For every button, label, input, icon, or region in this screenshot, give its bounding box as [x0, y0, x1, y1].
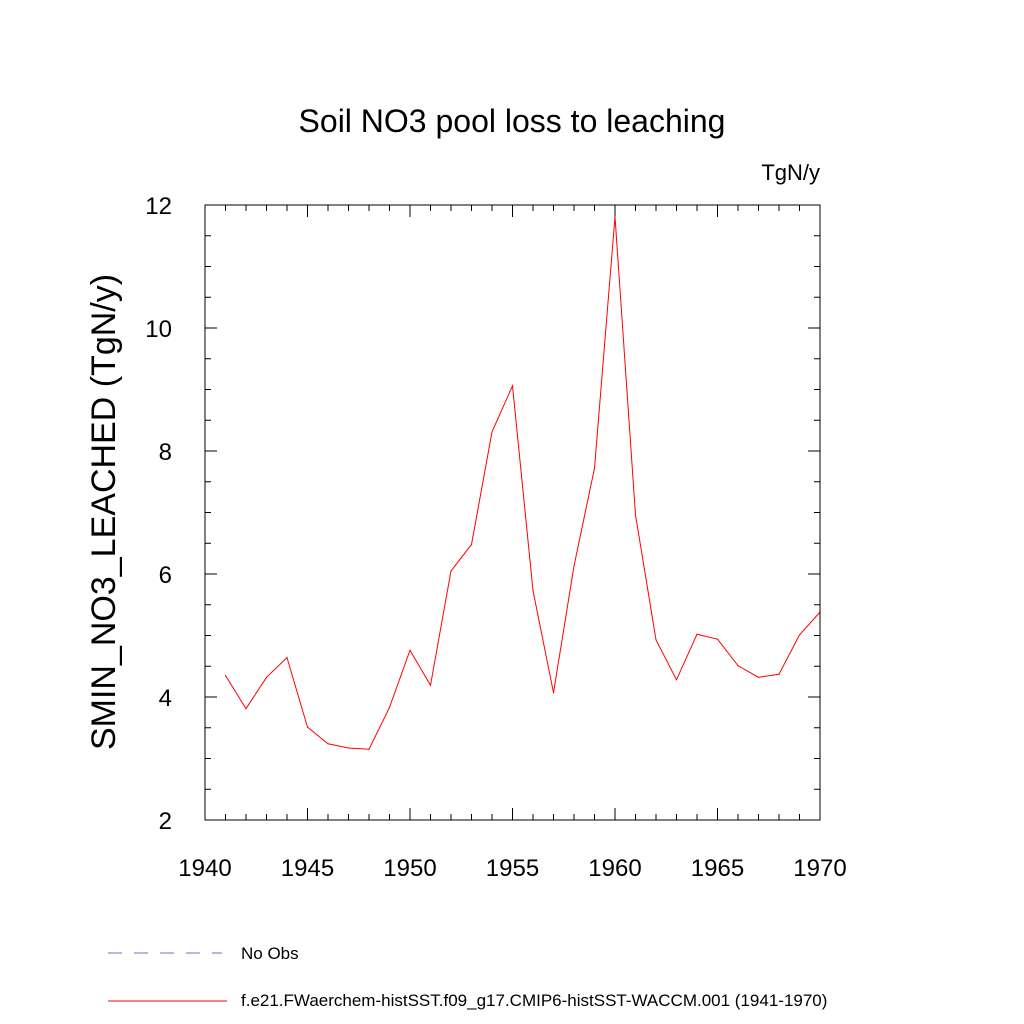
x-tick-label: 1970 — [793, 855, 846, 882]
x-tick-labels: 1940 1945 1950 1955 1960 1965 1970 — [178, 855, 846, 882]
legend-label-no-obs: No Obs — [241, 944, 299, 963]
units-label: TgN/y — [761, 160, 820, 185]
data-point — [409, 649, 411, 651]
data-point — [224, 674, 227, 677]
data-point — [491, 431, 493, 433]
series-line — [225, 216, 821, 750]
data-point — [470, 543, 473, 546]
legend-label-model-run: f.e21.FWaerchem-histSST.f09_g17.CMIP6-hi… — [241, 991, 827, 1010]
data-point — [429, 684, 432, 686]
data-point — [327, 743, 329, 745]
legend: No Obs f.e21.FWaerchem-histSST.f09_g17.C… — [108, 944, 827, 1010]
data-point — [532, 590, 534, 592]
data-point — [245, 708, 247, 710]
data-point — [593, 467, 596, 469]
x-tick-label: 1965 — [691, 855, 744, 882]
data-point — [265, 676, 268, 678]
data-point — [347, 747, 350, 749]
x-tick-label: 1960 — [588, 855, 641, 882]
series-layer — [224, 216, 821, 750]
x-tick-label: 1940 — [178, 855, 231, 882]
chart-title: Soil NO3 pool loss to leaching — [299, 103, 726, 139]
y-tick-label: 6 — [159, 562, 172, 589]
data-point — [675, 679, 678, 681]
data-point — [306, 726, 309, 728]
data-point — [552, 692, 555, 694]
data-point — [286, 657, 288, 659]
data-point — [757, 676, 760, 678]
data-point — [798, 634, 801, 636]
data-point — [778, 673, 780, 675]
data-point — [511, 385, 514, 387]
y-axis-label: SMIN_NO3_LEACHED (TgN/y) — [85, 274, 123, 750]
data-point — [450, 570, 452, 572]
y-tick-label: 10 — [145, 316, 172, 343]
data-point — [368, 748, 370, 750]
data-point — [737, 665, 739, 667]
axis-ticks — [204, 204, 821, 821]
y-tick-label: 8 — [159, 439, 172, 466]
data-point — [573, 565, 575, 567]
data-point — [696, 633, 698, 635]
data-point — [634, 514, 637, 516]
x-tick-label: 1955 — [486, 855, 539, 882]
data-point — [388, 706, 391, 709]
y-tick-label: 2 — [159, 808, 172, 835]
y-tick-labels: 2 4 6 8 10 12 — [145, 193, 172, 835]
data-point — [655, 639, 657, 641]
x-tick-label: 1950 — [383, 855, 436, 882]
y-tick-label: 4 — [159, 685, 172, 712]
data-point — [614, 216, 616, 218]
y-tick-label: 12 — [145, 193, 172, 220]
data-point — [716, 638, 719, 640]
plot-frame — [204, 204, 821, 821]
x-tick-label: 1945 — [281, 855, 334, 882]
